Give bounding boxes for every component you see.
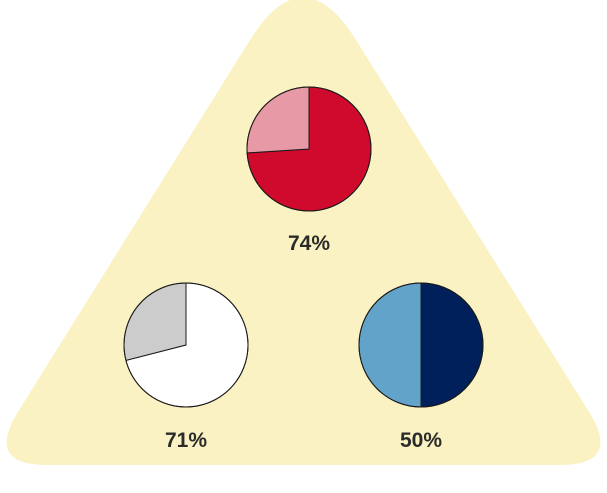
- pie-chart-bottom-left: [123, 282, 249, 408]
- pie-outline-top: [246, 86, 372, 212]
- pie-label-top: 74%: [288, 232, 330, 255]
- pie-chart-bottom-right: [358, 282, 484, 408]
- pie-outline-bottom-right: [358, 282, 484, 408]
- pie-label-bottom-left: 71%: [165, 429, 207, 452]
- pie-label-bottom-right: 50%: [400, 429, 442, 452]
- pie-outline-bottom-left: [123, 282, 249, 408]
- pie-chart-top: [246, 86, 372, 212]
